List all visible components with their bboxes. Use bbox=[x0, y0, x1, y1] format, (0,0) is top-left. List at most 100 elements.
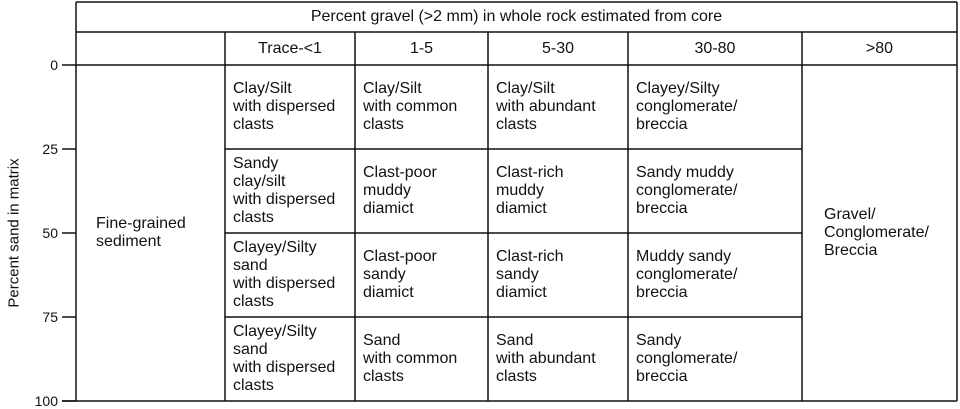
text-line: clasts bbox=[233, 293, 274, 310]
column-header: Trace-<1 bbox=[258, 39, 322, 57]
header-title: Percent gravel (>2 mm) in whole rock est… bbox=[310, 8, 723, 25]
left-label: Fine-grained sediment bbox=[76, 65, 225, 401]
table-cell: Sandy muddy conglomerate/breccia bbox=[628, 149, 802, 233]
text-line: muddy bbox=[496, 182, 545, 199]
text-line: Clast-rich bbox=[496, 248, 564, 265]
text-line: Clayey/Silty bbox=[636, 80, 720, 97]
table-cell: Clast-poor sandy diamict bbox=[355, 233, 488, 317]
text-line: Clast-poor bbox=[363, 164, 437, 181]
y-tick-label: 50 bbox=[42, 225, 58, 241]
table-cell: Clayey/Silty sand with dispersed clasts bbox=[225, 233, 355, 317]
table-cell: Clay/Silt with dispersed clasts bbox=[225, 65, 355, 149]
y-tick-label: 0 bbox=[50, 57, 58, 73]
cell-text: Gravel/Conglomerate/Breccia bbox=[824, 206, 929, 260]
cell-text: Clayey/Silty sand with dispersed clasts bbox=[233, 323, 335, 395]
table-cell: Clayey/Silty sand with dispersed clasts bbox=[225, 317, 355, 401]
text-line: Breccia bbox=[824, 242, 878, 259]
y-tick-label: 75 bbox=[42, 309, 58, 325]
text-line: Gravel/ bbox=[824, 206, 876, 223]
text-line: Sandy bbox=[233, 155, 279, 172]
text-line: with common bbox=[363, 350, 458, 367]
y-tick-label: 25 bbox=[42, 141, 58, 157]
table-cell: Sandy clay/silt with dispersed clasts bbox=[225, 149, 355, 233]
cell-text: Sandy conglomerate/breccia bbox=[636, 332, 737, 386]
text-line: with abundant bbox=[496, 98, 596, 115]
text-line: breccia bbox=[636, 284, 688, 301]
cell-text: Clay/Silt with abundant clasts bbox=[496, 80, 596, 134]
table-cell: Clast-rich sandy diamict bbox=[488, 233, 628, 317]
text-line: breccia bbox=[636, 368, 688, 385]
text-line: with dispersed bbox=[233, 275, 336, 292]
cell-text: Clayey/Silty sand with dispersed clasts bbox=[233, 239, 335, 311]
text-line: Fine-grained bbox=[96, 215, 186, 232]
text-line: sand bbox=[233, 341, 268, 358]
text-line: sandy bbox=[496, 266, 539, 283]
cell-text: Sandy muddy conglomerate/breccia bbox=[636, 164, 737, 218]
cell-text: Clast-rich muddy diamict bbox=[496, 164, 564, 218]
cell-text: Clast-poor sandy diamict bbox=[363, 248, 437, 302]
table-cell: Sand with common clasts bbox=[355, 317, 488, 401]
table-cell: Sand with abundant clasts bbox=[488, 317, 628, 401]
text-line: with dispersed bbox=[233, 98, 336, 115]
text-line: with abundant bbox=[496, 350, 596, 367]
column-header: >80 bbox=[865, 39, 894, 57]
text-line: clasts bbox=[363, 368, 404, 385]
table-cell: Clast-rich muddy diamict bbox=[488, 149, 628, 233]
text-line: clay/silt bbox=[233, 173, 286, 190]
text-line: with dispersed bbox=[233, 359, 336, 376]
text-line: Conglomerate/ bbox=[824, 224, 929, 241]
text-line: clasts bbox=[363, 116, 404, 133]
text-line: muddy bbox=[363, 182, 412, 199]
text-line: breccia bbox=[636, 116, 688, 133]
cell-text: Clast-poor muddy diamict bbox=[363, 164, 437, 218]
text-line: conglomerate/ bbox=[636, 350, 738, 367]
cell-text: Clast-rich sandy diamict bbox=[496, 248, 564, 302]
text-line: sandy bbox=[363, 266, 406, 283]
text-line: clasts bbox=[233, 116, 274, 133]
text-line: conglomerate/ bbox=[636, 182, 738, 199]
text-line: Sandy muddy bbox=[636, 164, 734, 181]
text-line: sand bbox=[233, 257, 268, 274]
column-header: 5-30 bbox=[541, 39, 575, 57]
column-header: 30-80 bbox=[694, 39, 736, 57]
text-line: with dispersed bbox=[233, 191, 336, 208]
text-line: Muddy sandy bbox=[636, 248, 732, 265]
text-line: diamict bbox=[363, 284, 414, 301]
cell-text: Sand with abundant clasts bbox=[496, 332, 596, 386]
table-cell: Clast-poor muddy diamict bbox=[355, 149, 488, 233]
text-line: conglomerate/ bbox=[636, 266, 738, 283]
cell-text: Muddy sandy conglomerate/breccia bbox=[636, 248, 737, 302]
right-label: Gravel/Conglomerate/Breccia bbox=[802, 65, 957, 401]
text-line: clasts bbox=[496, 368, 537, 385]
cell-text: Clay/Silt with dispersed clasts bbox=[233, 80, 335, 134]
text-line: Clay/Silt bbox=[363, 80, 422, 97]
text-line: diamict bbox=[363, 200, 414, 217]
table-cell: Clayey/Silty conglomerate/breccia bbox=[628, 65, 802, 149]
cell-text: Sand with common clasts bbox=[363, 332, 457, 386]
text-line: Clay/Silt bbox=[233, 80, 292, 97]
text-line: with common bbox=[363, 98, 458, 115]
text-line: sediment bbox=[96, 233, 161, 250]
cell-text: Clayey/Silty conglomerate/breccia bbox=[636, 80, 737, 134]
text-line: clasts bbox=[233, 209, 274, 226]
text-line: Clast-poor bbox=[363, 248, 437, 265]
text-line: diamict bbox=[496, 284, 547, 301]
cell-text: Fine-grained sediment bbox=[96, 215, 186, 251]
cell-text: Clay/Silt with common clasts bbox=[363, 80, 457, 134]
text-line: Clast-rich bbox=[496, 164, 564, 181]
text-line: Clay/Silt bbox=[496, 80, 555, 97]
table-cell: Clay/Silt with abundant clasts bbox=[488, 65, 628, 149]
text-line: clasts bbox=[233, 377, 274, 394]
text-line: Sandy bbox=[636, 332, 682, 349]
column-header: 1-5 bbox=[409, 39, 434, 57]
text-line: Clayey/Silty bbox=[233, 239, 317, 256]
text-line: conglomerate/ bbox=[636, 98, 738, 115]
table-cell: Sandy conglomerate/breccia bbox=[628, 317, 802, 401]
table-cell: Clay/Silt with common clasts bbox=[355, 65, 488, 149]
table-cell: Muddy sandy conglomerate/breccia bbox=[628, 233, 802, 317]
text-line: clasts bbox=[496, 116, 537, 133]
text-line: Clayey/Silty bbox=[233, 323, 317, 340]
cell-text: Sandy clay/silt with dispersed clasts bbox=[233, 155, 335, 227]
